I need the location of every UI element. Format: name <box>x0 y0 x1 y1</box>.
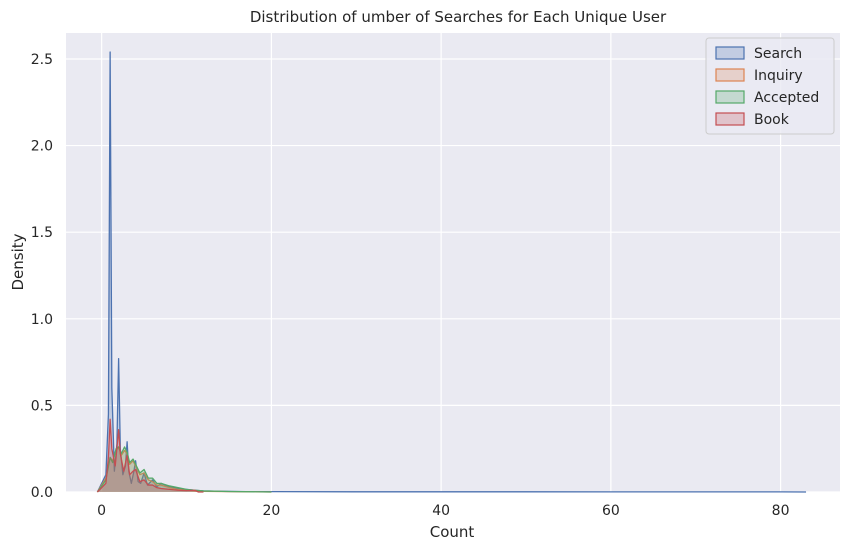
x-tick-label: 0 <box>97 503 106 519</box>
series-group <box>96 51 807 493</box>
y-tick-label: 0.0 <box>31 485 53 501</box>
y-axis-title: Density <box>9 233 27 290</box>
legend: Search Inquiry Accepted Book <box>705 37 835 135</box>
series-line-book <box>96 418 204 493</box>
legend-label-accepted: Accepted <box>754 90 819 106</box>
y-tick-label: 1.0 <box>31 312 53 328</box>
series-area-book <box>97 419 204 492</box>
legend-swatch-search <box>715 46 745 60</box>
legend-swatch-accepted <box>715 90 745 104</box>
series-line-search <box>96 51 807 493</box>
legend-swatch-inquiry <box>715 68 745 82</box>
x-axis: 0 20 40 60 80 <box>97 503 789 519</box>
legend-swatch-book <box>715 112 745 126</box>
x-tick-label: 20 <box>262 503 280 519</box>
legend-label-book: Book <box>754 112 790 128</box>
x-axis-title: Count <box>430 523 475 541</box>
x-tick-label: 80 <box>772 503 790 519</box>
legend-box <box>705 37 835 135</box>
legend-label-inquiry: Inquiry <box>754 68 803 84</box>
y-tick-label: 0.5 <box>31 398 53 414</box>
x-tick-label: 40 <box>432 503 450 519</box>
y-tick-label: 2.5 <box>31 52 53 68</box>
y-tick-label: 1.5 <box>31 225 53 241</box>
y-tick-label: 2.0 <box>31 139 53 155</box>
y-axis: 0.0 0.5 1.0 1.5 2.0 2.5 <box>31 52 53 501</box>
chart-title: Distribution of umber of Searches for Ea… <box>250 8 667 26</box>
x-tick-label: 60 <box>602 503 620 519</box>
legend-label-search: Search <box>754 46 802 62</box>
series-line-accepted <box>96 446 272 493</box>
